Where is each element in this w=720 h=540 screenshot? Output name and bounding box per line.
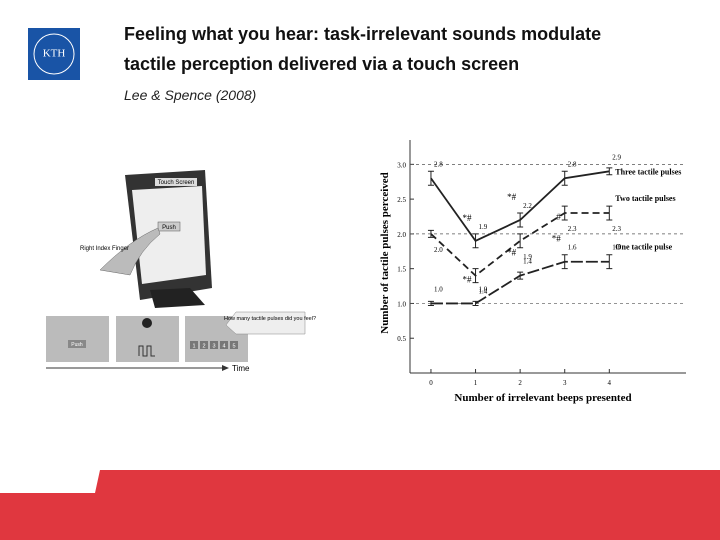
screen [132,186,206,284]
hand [99,227,161,276]
value-label: 2.2 [523,202,532,210]
annotation: *# [463,213,473,223]
series-label: Two tactile pulses [615,194,675,203]
value-label: 1.6 [612,244,621,252]
error-bar [427,300,434,307]
error-bar [561,170,568,186]
stand [150,288,205,308]
value-label: 2.8 [434,160,443,168]
y-tick-label: 2.0 [397,231,406,239]
y-tick-label: 0.5 [397,335,406,343]
citation: Lee & Spence (2008) [124,87,256,103]
pulses [138,345,155,357]
annotation: *# [507,192,517,202]
error-bar [606,254,613,270]
title: Feeling what you hear: task-irrelevant s… [124,24,601,44]
error-bar [561,205,568,221]
y-tick-label: 2.5 [397,196,406,204]
value-label: 2.9 [612,153,621,161]
push-small [68,340,86,348]
value-label: 1.0 [479,285,488,293]
value-label: 1.9 [523,253,532,261]
finger-label: Right Index Finger [80,246,129,252]
screen-label: Touch Screen [158,180,195,186]
title: tactile perception delivered via a touch… [124,54,519,74]
error-bar [472,233,479,249]
footer-band [0,470,720,540]
logo-text: KTH [43,48,66,60]
y-tick-label: 3.0 [397,161,406,169]
annotation: *# [552,234,562,244]
value-label: 1.0 [434,285,443,293]
logo-ring [33,33,75,75]
push-small-label: Push [71,342,83,348]
panel [46,316,109,362]
series-line [430,260,610,305]
error-bar [517,233,524,249]
value-label: 2.3 [568,225,577,233]
x-axis-label: Number of irrelevant beeps presented [454,392,631,404]
value-label: 2.8 [568,160,577,168]
choice-box [220,341,228,349]
push-button [157,221,181,232]
choice-box [230,341,238,349]
value-label: 1.6 [568,244,577,252]
y-tick-label: 1.0 [397,300,406,308]
y-axis-label: Number of tactile pulses perceived [379,172,391,334]
choice-box [210,341,218,349]
error-bar [606,167,613,176]
x-tick-label: 1 [474,379,478,387]
choice: 5 [232,344,235,350]
choice: 1 [192,344,195,350]
value-label: 1.4 [523,258,532,266]
screen-label-box [155,178,197,186]
choice: 3 [212,344,215,350]
error-bar [517,271,524,280]
x-tick-label: 3 [563,379,567,387]
error-bar [606,205,613,221]
speech-bubble [225,311,306,335]
value-label: 1.4 [479,288,488,296]
choice: 2 [202,344,205,350]
series-label: One tactile pulse [615,243,672,252]
annotation: # [556,212,561,222]
series-label: Three tactile pulses [615,167,681,176]
x-tick-label: 4 [608,379,612,387]
value-label: 2.3 [612,225,621,233]
error-bar [472,268,479,284]
x-tick-label: 0 [429,379,433,387]
annotation: *# [463,275,473,285]
chart: Number of irrelevant beeps presented Num… [379,140,686,404]
series-line [430,170,610,242]
error-bar [427,170,434,186]
choice-box [190,341,198,349]
annotation: *# [507,248,517,258]
error-bar [517,212,524,228]
value-label: 1.9 [479,223,488,231]
push-label: Push [162,225,176,231]
illustration: Touch Screen Push Right Index Finger Pus… [46,170,316,373]
arrow-head [222,365,229,371]
speaker [142,318,152,328]
y-tick-label: 1.5 [397,266,406,274]
error-bar [472,300,479,307]
error-bar [427,229,434,238]
choice: 4 [222,344,225,350]
value-label: 2.0 [434,246,443,254]
x-tick-label: 2 [518,379,522,387]
question: How many tactile pulses did you feel? [224,316,316,322]
logo [28,28,80,80]
choice-box [200,341,208,349]
error-bar [561,254,568,270]
time-label: Time [232,364,250,373]
